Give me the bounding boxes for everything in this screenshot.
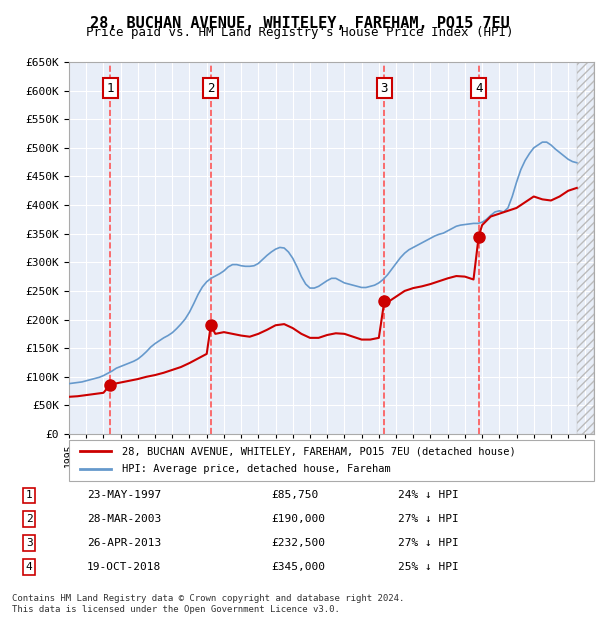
Text: 27% ↓ HPI: 27% ↓ HPI [398, 514, 458, 525]
Text: 23-MAY-1997: 23-MAY-1997 [87, 490, 161, 500]
Text: 2: 2 [26, 514, 32, 525]
Text: 28, BUCHAN AVENUE, WHITELEY, FAREHAM, PO15 7EU: 28, BUCHAN AVENUE, WHITELEY, FAREHAM, PO… [90, 16, 510, 30]
Text: HPI: Average price, detached house, Fareham: HPI: Average price, detached house, Fare… [121, 464, 390, 474]
Text: £85,750: £85,750 [271, 490, 319, 500]
Text: 1: 1 [26, 490, 32, 500]
FancyBboxPatch shape [69, 440, 594, 480]
Text: 28-MAR-2003: 28-MAR-2003 [87, 514, 161, 525]
Text: 4: 4 [475, 82, 482, 94]
Text: £345,000: £345,000 [271, 562, 325, 572]
Text: 26-APR-2013: 26-APR-2013 [87, 538, 161, 548]
Text: 27% ↓ HPI: 27% ↓ HPI [398, 538, 458, 548]
Text: 3: 3 [380, 82, 388, 94]
Text: 4: 4 [26, 562, 32, 572]
Bar [577, 62, 594, 434]
Text: £232,500: £232,500 [271, 538, 325, 548]
Text: 1: 1 [106, 82, 114, 94]
Text: Contains HM Land Registry data © Crown copyright and database right 2024.
This d: Contains HM Land Registry data © Crown c… [12, 595, 404, 614]
Text: 19-OCT-2018: 19-OCT-2018 [87, 562, 161, 572]
Text: 28, BUCHAN AVENUE, WHITELEY, FAREHAM, PO15 7EU (detached house): 28, BUCHAN AVENUE, WHITELEY, FAREHAM, PO… [121, 446, 515, 456]
Text: Price paid vs. HM Land Registry's House Price Index (HPI): Price paid vs. HM Land Registry's House … [86, 26, 514, 39]
Text: £190,000: £190,000 [271, 514, 325, 525]
Text: 2: 2 [207, 82, 215, 94]
Text: 3: 3 [26, 538, 32, 548]
Text: 24% ↓ HPI: 24% ↓ HPI [398, 490, 458, 500]
Text: 25% ↓ HPI: 25% ↓ HPI [398, 562, 458, 572]
Bar [577, 62, 594, 434]
